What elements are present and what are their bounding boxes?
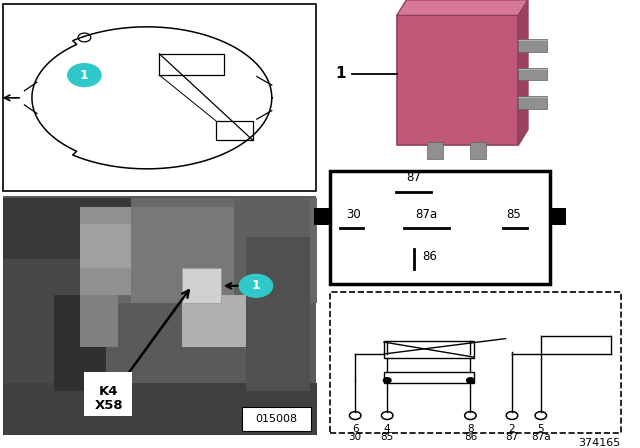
Circle shape: [239, 274, 273, 297]
Text: 374165: 374165: [579, 438, 621, 448]
Bar: [3, 198, 317, 303]
Bar: [330, 293, 621, 433]
Circle shape: [467, 378, 474, 383]
Polygon shape: [518, 0, 528, 145]
Circle shape: [383, 378, 391, 383]
Text: 30: 30: [349, 432, 362, 442]
Text: 015008: 015008: [255, 414, 298, 424]
Bar: [470, 142, 486, 159]
Bar: [550, 208, 566, 225]
Bar: [397, 15, 518, 145]
Text: X58: X58: [95, 399, 123, 412]
Bar: [518, 39, 547, 52]
Text: 1: 1: [252, 279, 260, 293]
Text: 86: 86: [422, 250, 437, 263]
Bar: [3, 198, 80, 435]
Bar: [518, 96, 547, 109]
Bar: [80, 207, 259, 295]
Bar: [384, 371, 474, 383]
Bar: [54, 295, 106, 392]
Circle shape: [68, 64, 101, 86]
Bar: [131, 207, 234, 303]
Bar: [3, 198, 131, 259]
Bar: [3, 383, 317, 435]
Bar: [246, 237, 310, 392]
Text: 1: 1: [80, 69, 89, 82]
Bar: [182, 268, 221, 303]
Bar: [234, 198, 310, 303]
Bar: [428, 142, 443, 159]
Text: 5: 5: [538, 424, 544, 434]
Text: 6: 6: [352, 424, 358, 434]
Text: 2: 2: [509, 424, 515, 434]
Text: 87: 87: [506, 432, 518, 442]
Text: 1: 1: [335, 66, 346, 81]
Bar: [84, 372, 132, 417]
Bar: [80, 224, 259, 268]
Text: 85: 85: [381, 432, 394, 442]
Text: 86: 86: [464, 432, 477, 442]
Bar: [182, 295, 246, 347]
Text: K4: K4: [99, 385, 118, 398]
Text: 4: 4: [384, 424, 390, 434]
Bar: [242, 407, 311, 431]
Bar: [3, 196, 316, 435]
Bar: [80, 295, 118, 347]
Text: 8: 8: [467, 424, 474, 434]
Polygon shape: [397, 0, 528, 15]
Bar: [3, 4, 316, 191]
Bar: [518, 68, 547, 80]
Text: 87a: 87a: [416, 208, 438, 221]
Bar: [314, 208, 330, 225]
Text: 85: 85: [506, 208, 521, 221]
Text: 87: 87: [406, 171, 421, 184]
Bar: [384, 341, 474, 358]
Bar: [330, 172, 550, 284]
Text: 87a: 87a: [531, 432, 550, 442]
Text: 30: 30: [346, 208, 360, 221]
